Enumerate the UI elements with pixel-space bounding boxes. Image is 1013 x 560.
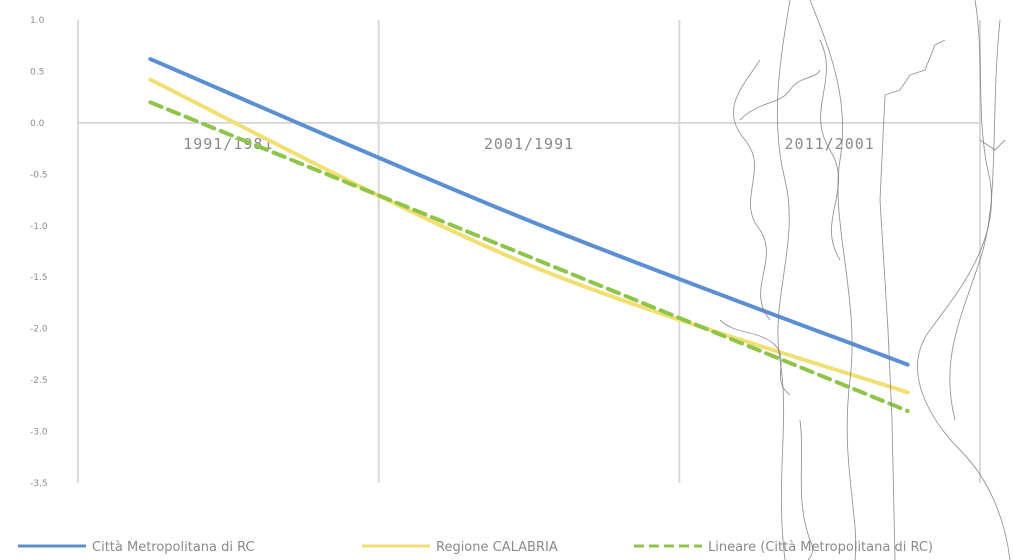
y-tick-label: -3.5 bbox=[30, 479, 48, 489]
series-line-2 bbox=[148, 77, 910, 395]
y-tick-label: 1.0 bbox=[30, 16, 45, 26]
legend-label: Città Metropolitana di RC bbox=[92, 540, 255, 555]
y-tick-label: -1.0 bbox=[30, 222, 48, 232]
sketch-watermark bbox=[719, 0, 1011, 560]
legend-label: Lineare (Città Metropolitana di RC) bbox=[708, 540, 933, 555]
x-category-label: 2011/2001 bbox=[785, 135, 875, 153]
y-tick-label: -0.5 bbox=[30, 170, 48, 180]
y-tick-label: -1.5 bbox=[30, 273, 48, 283]
x-category-label: 2001/1991 bbox=[484, 135, 574, 153]
legend-item-3: Lineare (Città Metropolitana di RC) bbox=[634, 540, 933, 555]
y-tick-label: -2.5 bbox=[30, 376, 48, 386]
x-category-label: 1991/1981 bbox=[183, 135, 273, 153]
y-tick-label: 0.5 bbox=[30, 67, 44, 77]
legend-item-2: Regione CALABRIA bbox=[362, 540, 558, 555]
legend: Città Metropolitana di RC Regione CALABRI… bbox=[18, 540, 933, 555]
y-tick-label: -3.0 bbox=[30, 428, 48, 438]
legend-label: Regione CALABRIA bbox=[436, 540, 558, 555]
grid-lines bbox=[77, 20, 981, 483]
category-labels: 1991/1981 2001/1991 2011/2001 bbox=[183, 135, 875, 153]
series-lines bbox=[148, 57, 910, 413]
y-tick-label: 0.0 bbox=[30, 119, 45, 129]
y-axis-ticks: 1.0 0.5 0.0 -0.5 -1.0 -1.5 -2.0 -2.5 -3.0 -3.5 bbox=[30, 16, 48, 489]
y-tick-label: -2.0 bbox=[30, 325, 48, 335]
legend-item-1: Città Metropolitana di RC bbox=[18, 540, 255, 555]
series-line-1 bbox=[148, 57, 910, 367]
series-line-3 bbox=[148, 100, 910, 413]
